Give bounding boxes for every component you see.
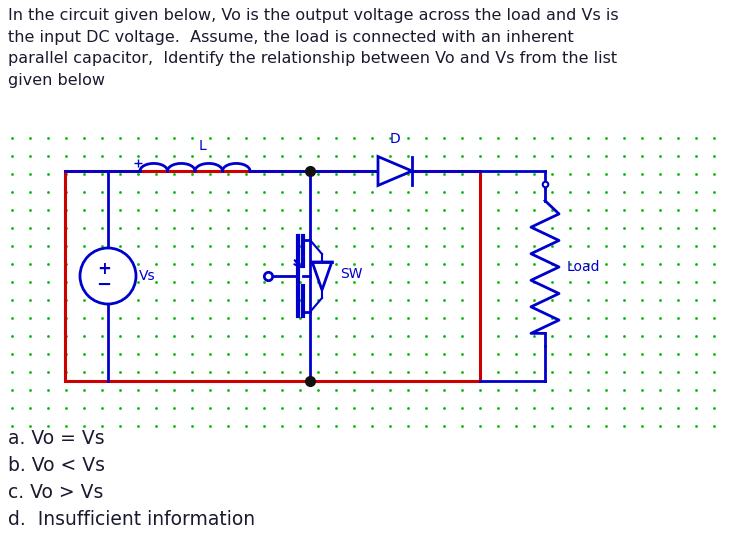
Text: D: D	[390, 132, 400, 146]
Text: In the circuit given below, Vo is the output voltage across the load and Vs is
t: In the circuit given below, Vo is the ou…	[8, 8, 619, 88]
Text: d.  Insufficient information: d. Insufficient information	[8, 510, 255, 529]
Text: Vs: Vs	[139, 269, 156, 283]
Polygon shape	[312, 262, 332, 290]
Text: b. Vo < Vs: b. Vo < Vs	[8, 456, 105, 475]
Text: −: −	[96, 276, 112, 294]
Text: SW: SW	[340, 267, 363, 281]
Text: Load: Load	[567, 260, 600, 274]
Text: c. Vo > Vs: c. Vo > Vs	[8, 483, 103, 502]
Circle shape	[80, 248, 136, 304]
Text: L: L	[199, 139, 207, 153]
Polygon shape	[378, 157, 412, 185]
Text: +: +	[97, 260, 111, 278]
Text: a. Vo = Vs: a. Vo = Vs	[8, 429, 105, 448]
Bar	[65, 171, 480, 381]
